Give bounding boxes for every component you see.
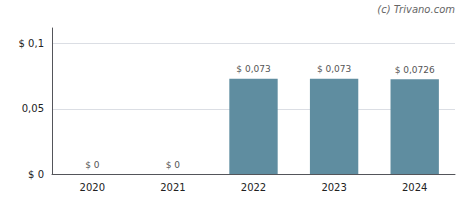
- svg-text:$ 0,0726: $ 0,0726: [395, 65, 435, 75]
- svg-text:2022: 2022: [241, 182, 266, 193]
- svg-text:$ 0: $ 0: [166, 160, 181, 170]
- svg-text:2023: 2023: [321, 182, 346, 193]
- svg-text:$ 0: $ 0: [28, 169, 44, 180]
- svg-text:$ 0: $ 0: [85, 160, 100, 170]
- svg-text:(c) Trivano.com: (c) Trivano.com: [377, 4, 455, 15]
- svg-text:$ 0,073: $ 0,073: [236, 64, 270, 74]
- svg-text:$ 0,1: $ 0,1: [19, 38, 44, 49]
- svg-text:$ 0,073: $ 0,073: [317, 64, 351, 74]
- svg-text:2020: 2020: [80, 182, 105, 193]
- svg-text:0,05: 0,05: [22, 103, 44, 114]
- svg-text:2024: 2024: [402, 182, 427, 193]
- svg-text:2021: 2021: [160, 182, 185, 193]
